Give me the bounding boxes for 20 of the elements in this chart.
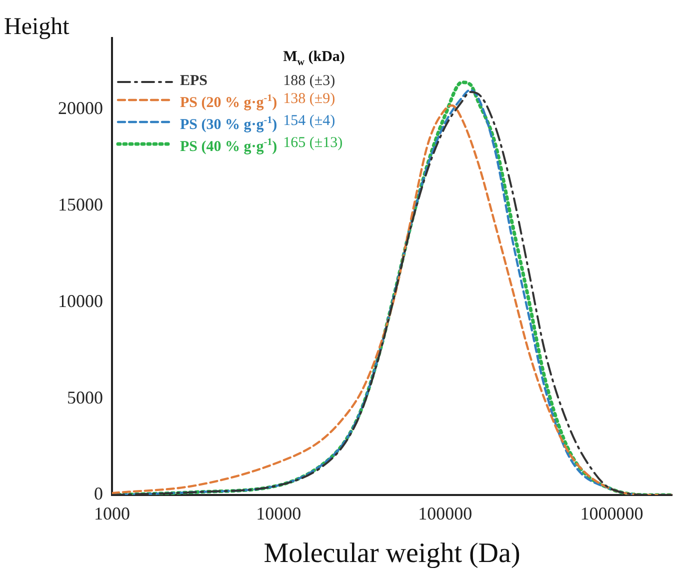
legend-label: PS (20 % g·g$^{-1}$) — [180, 92, 278, 112]
legend-label: EPS — [180, 72, 209, 90]
legend-label: PS (40 % g·g$^{-1}$) — [180, 136, 278, 156]
x-tick-label: 100000 — [418, 504, 472, 524]
y-tick-label: 10000 — [58, 290, 103, 311]
y-axis-title: Height — [4, 14, 70, 41]
x-axis-title: Molecular weight (Da) — [262, 538, 522, 570]
x-tick-label: 1000 — [94, 504, 130, 524]
y-tick-label: 5000 — [67, 387, 103, 408]
y-tick-label: 15000 — [58, 194, 103, 214]
annotation: 154 (±4) — [283, 112, 336, 131]
annotation: 188 (±3) — [283, 72, 336, 90]
legend-label: PS (30 % g·g$^{-1}$) — [180, 114, 278, 134]
annotation: 138 (±9) — [283, 90, 336, 109]
y-tick-label: 0 — [94, 484, 103, 504]
annotation: 165 (±13) — [283, 134, 344, 153]
x-tick-label: 10000 — [256, 504, 302, 524]
x-tick-label: 1000000 — [580, 504, 644, 524]
y-tick-label: 20000 — [58, 98, 103, 118]
legend-title: M$_{w}$ (kDa) — [283, 48, 345, 70]
